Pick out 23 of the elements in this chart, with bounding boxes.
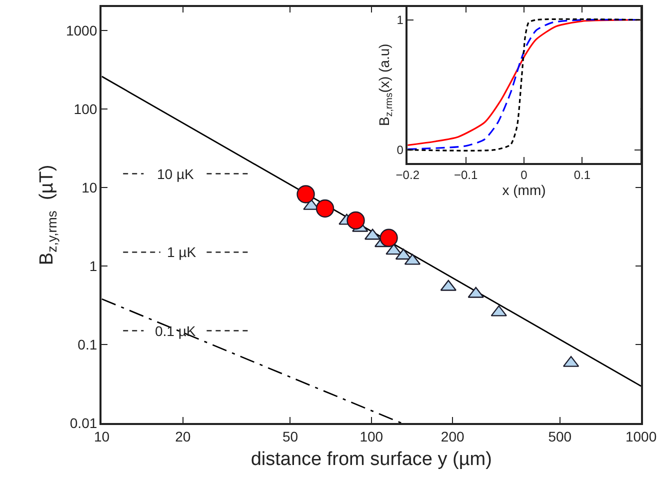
y-tick-label: 1	[396, 13, 404, 28]
x-axis-title: x (mm)	[502, 182, 546, 198]
x-tick-label: 0.1	[574, 168, 591, 182]
x-tick-label: 1000	[625, 428, 657, 445]
y-tick-label: 1000	[66, 22, 98, 38]
x-tick-label: 0	[520, 168, 528, 182]
x-tick-label: 100	[360, 428, 384, 445]
x-tick-label: 500	[548, 428, 572, 445]
series-label: 1 µK	[167, 244, 197, 260]
y-tick-label: 0.01	[70, 414, 98, 431]
x-tick-label: 50	[282, 428, 298, 445]
series-label: 10 µK	[157, 166, 195, 182]
x-tick-label: −0.1	[454, 168, 478, 182]
x-tick-label: 20	[175, 428, 191, 445]
x-tick-label: 200	[440, 428, 464, 445]
x-tick-label: 10	[94, 428, 110, 445]
y-tick-label: 100	[74, 100, 98, 117]
series-label: 0.1 µK	[155, 323, 196, 339]
y-tick-label: 10	[82, 179, 98, 196]
y-tick-label: 1	[89, 258, 98, 274]
y-tick-label: 0.1	[78, 336, 98, 352]
x-tick-label: −0.2	[396, 168, 420, 182]
x-axis-title: distance from surface y (µm)	[250, 448, 492, 470]
